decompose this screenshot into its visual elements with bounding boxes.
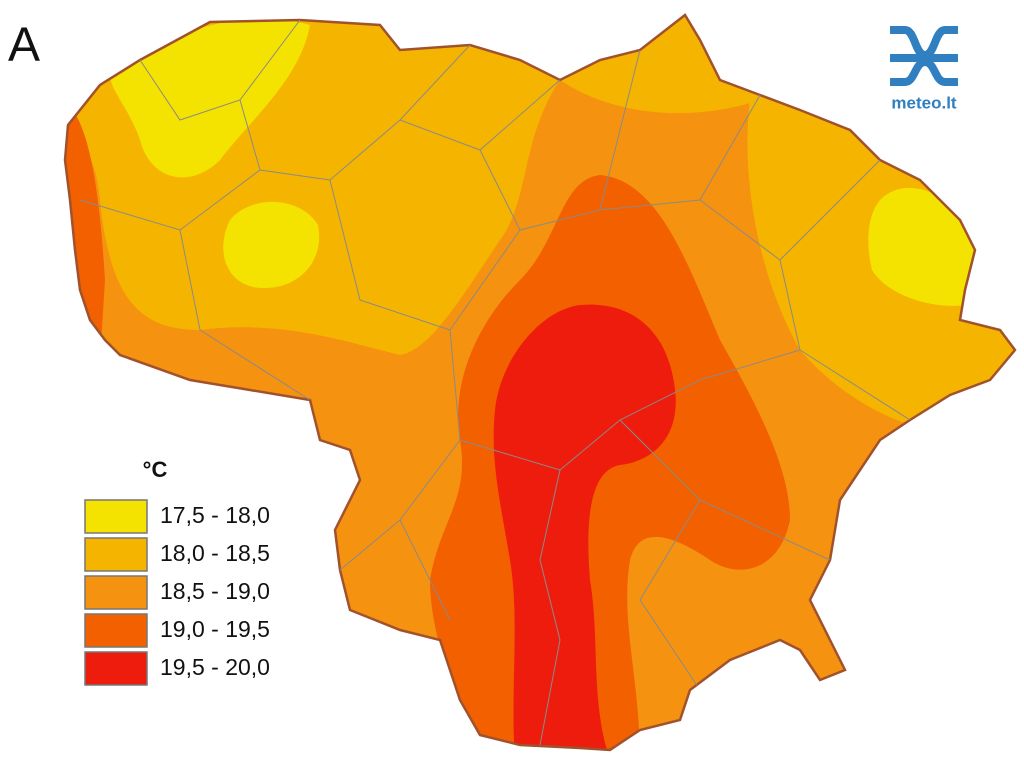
district-borders bbox=[79, 19, 911, 746]
legend-label: 17,5 - 18,0 bbox=[160, 502, 270, 528]
legend-swatch bbox=[84, 499, 148, 534]
zone bbox=[110, 18, 310, 178]
legend-label: 18,0 - 18,5 bbox=[160, 540, 270, 566]
panel-label: A bbox=[8, 19, 40, 72]
legend: °C 17,5 - 18,0 18,0 - 18,5 18,5 - 19,0 19,0… bbox=[84, 457, 270, 686]
logo: meteo.lt bbox=[890, 26, 958, 112]
legend-title: °C bbox=[143, 457, 168, 482]
legend-label: 19,5 - 20,0 bbox=[160, 654, 270, 680]
zone bbox=[223, 201, 320, 289]
legend-label: 19,0 - 19,5 bbox=[160, 616, 270, 642]
legend-swatch bbox=[84, 651, 148, 686]
legend-swatch bbox=[84, 613, 148, 648]
logo-icon bbox=[890, 26, 958, 86]
logo-text: meteo.lt bbox=[891, 93, 957, 112]
legend-label: 18,5 - 19,0 bbox=[160, 578, 270, 604]
legend-swatch bbox=[84, 575, 148, 610]
legend-swatch bbox=[84, 537, 148, 572]
zone bbox=[493, 304, 676, 750]
